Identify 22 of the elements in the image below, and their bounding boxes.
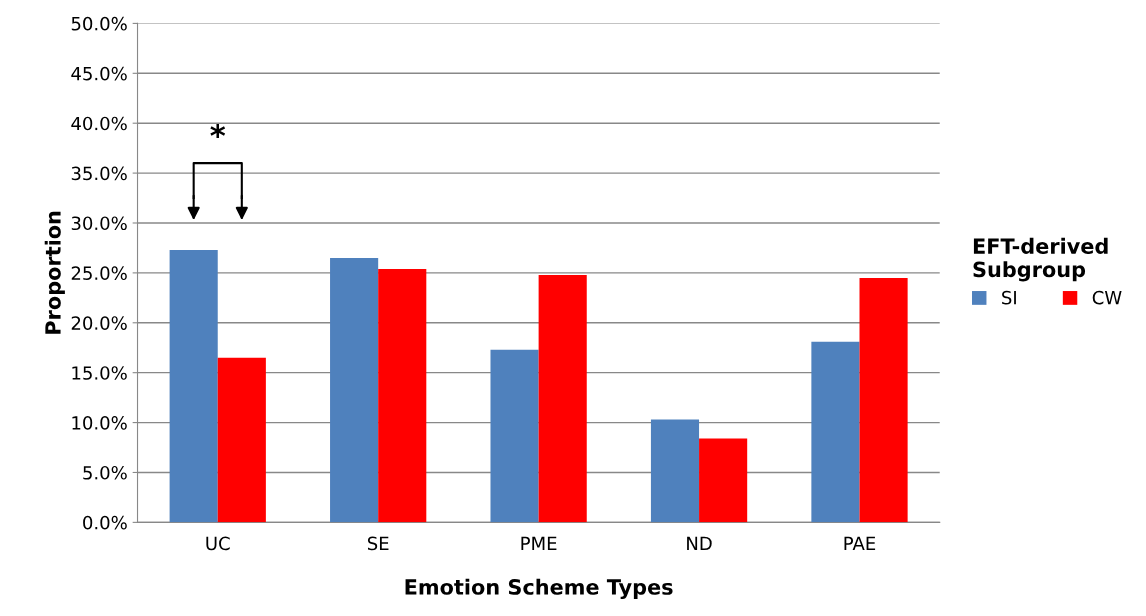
y-axis-title: Proportion	[44, 211, 65, 334]
y-tick-label: 50.0%	[71, 16, 127, 31]
y-tick-label: 20.0%	[71, 316, 127, 330]
annotation: *	[210, 123, 226, 139]
y-tick-label: 15.0%	[72, 366, 127, 380]
y-tick-label: 5.0%	[83, 465, 127, 480]
x-tick-label: SE	[367, 536, 389, 551]
legend-label: CW	[1092, 290, 1122, 305]
legend-label: SI	[1002, 290, 1016, 305]
legend-title: EFT-derived Subgroup	[973, 237, 1108, 282]
y-tick-label: 10.0%	[72, 416, 127, 430]
x-tick-label: UC	[206, 536, 230, 551]
y-tick-label: 25.0%	[71, 266, 127, 280]
y-tick-label: 35.0%	[71, 166, 127, 181]
y-tick-label: 30.0%	[71, 216, 127, 231]
x-axis-title: Emotion Scheme Types	[405, 578, 673, 600]
y-tick-label: 40.0%	[71, 116, 127, 131]
y-tick-label: 45.0%	[71, 66, 127, 81]
x-tick-label: ND	[687, 536, 712, 550]
y-tick-label: 0.0%	[83, 515, 127, 530]
x-tick-label: PAE	[844, 536, 876, 550]
x-tick-label: PME	[521, 536, 557, 550]
